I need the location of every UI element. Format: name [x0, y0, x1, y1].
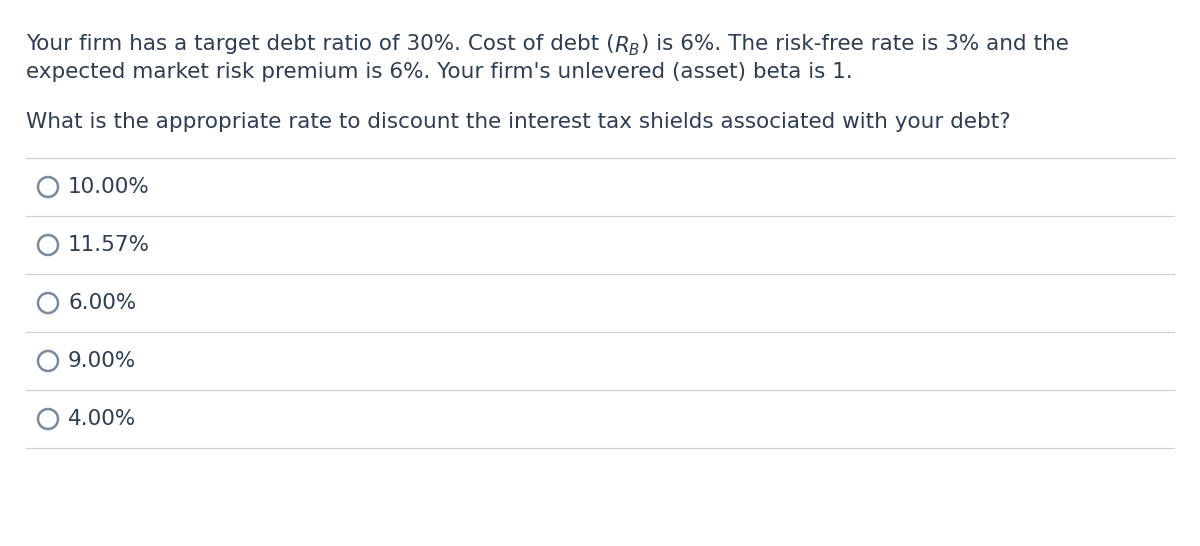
Text: 11.57%: 11.57%	[68, 235, 150, 255]
Circle shape	[38, 235, 58, 255]
Text: 4.00%: 4.00%	[68, 409, 137, 429]
Text: expected market risk premium is 6%. Your firm's unlevered (asset) beta is 1.: expected market risk premium is 6%. Your…	[26, 62, 853, 82]
Circle shape	[38, 409, 58, 429]
Text: 10.00%: 10.00%	[68, 177, 150, 197]
Circle shape	[38, 351, 58, 371]
Text: Your firm has a target debt ratio of 30%. Cost of debt (: Your firm has a target debt ratio of 30%…	[26, 34, 614, 54]
Text: $R_B$: $R_B$	[614, 34, 641, 57]
Text: ) is 6%. The risk-free rate is 3% and the: ) is 6%. The risk-free rate is 3% and th…	[641, 34, 1069, 54]
Circle shape	[38, 177, 58, 197]
Text: What is the appropriate rate to discount the interest tax shields associated wit: What is the appropriate rate to discount…	[26, 112, 1010, 132]
Text: 6.00%: 6.00%	[68, 293, 137, 313]
Circle shape	[38, 293, 58, 313]
Text: 9.00%: 9.00%	[68, 351, 137, 371]
